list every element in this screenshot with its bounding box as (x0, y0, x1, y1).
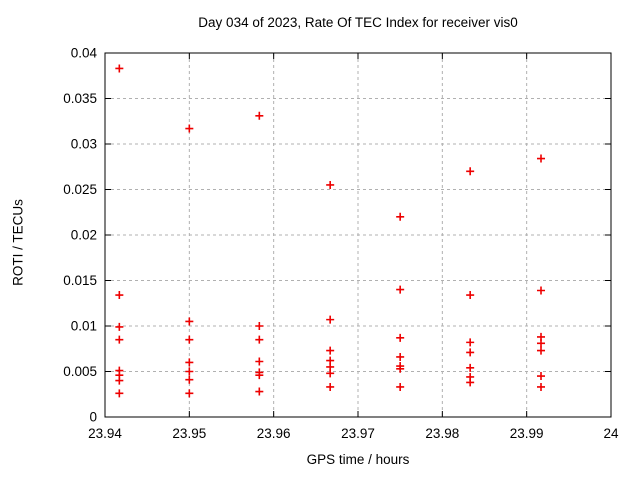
y-tick-label: 0.04 (71, 46, 98, 61)
data-point-marker (326, 315, 335, 324)
data-point-marker (185, 317, 194, 326)
data-point-marker (326, 346, 335, 355)
y-tick-label: 0.035 (63, 91, 97, 106)
data-point-marker (396, 333, 405, 342)
data-point-marker (396, 382, 405, 391)
data-point-marker (255, 357, 264, 366)
data-point-marker (537, 372, 546, 381)
x-tick-label: 23.95 (172, 426, 206, 441)
x-axis-label: GPS time / hours (306, 452, 410, 467)
data-point-marker (185, 367, 194, 376)
data-point-marker (255, 111, 264, 120)
data-point-marker (185, 335, 194, 344)
data-point-marker (396, 212, 405, 221)
data-point-marker (255, 371, 264, 380)
data-point-marker (466, 338, 475, 347)
plot-border (104, 52, 612, 418)
x-tick-label: 23.94 (88, 426, 122, 441)
data-point-marker (185, 375, 194, 384)
y-tick-label: 0.03 (71, 137, 97, 152)
y-tick-label: 0.02 (71, 228, 97, 243)
data-point-marker (185, 358, 194, 367)
data-point-marker (326, 369, 335, 378)
y-tick-label: 0.025 (63, 182, 97, 197)
data-point-marker (115, 322, 124, 331)
data-point-marker (396, 364, 405, 373)
data-point-marker (466, 348, 475, 357)
data-point-marker (115, 335, 124, 344)
y-tick-label: 0.005 (63, 364, 97, 379)
data-point-marker (255, 322, 264, 330)
data-point-marker (537, 339, 546, 348)
data-point-marker (537, 154, 546, 163)
data-point-marker (255, 387, 264, 396)
data-point-marker (255, 335, 264, 344)
data-point-marker (466, 167, 475, 176)
data-point-marker (326, 180, 335, 189)
y-tick-label: 0.01 (71, 319, 97, 334)
data-point-marker (185, 389, 194, 398)
data-point-marker (466, 291, 475, 300)
x-tick-label: 24 (603, 426, 619, 441)
data-point-marker (115, 389, 124, 398)
x-tick-label: 23.97 (341, 426, 375, 441)
data-point-marker (537, 346, 546, 355)
data-point-marker (115, 64, 124, 73)
data-point-marker (537, 286, 546, 295)
data-point-marker (396, 285, 405, 294)
data-point-marker (115, 376, 124, 385)
y-axis-label: ROTI / TECUs (10, 199, 26, 286)
chart-title: Day 034 of 2023, Rate Of TEC Index for r… (198, 15, 518, 30)
y-tick-label: 0.015 (63, 273, 97, 288)
x-tick-label: 23.96 (257, 426, 291, 441)
x-tick-label: 23.98 (425, 426, 459, 441)
data-point-marker (185, 124, 194, 133)
x-tick-label: 23.99 (510, 426, 544, 441)
data-point-marker (466, 378, 475, 387)
data-point-marker (537, 382, 546, 391)
data-point-marker (115, 291, 124, 300)
y-tick-label: 0 (89, 410, 97, 425)
data-point-marker (326, 382, 335, 391)
data-point-marker (466, 363, 475, 372)
data-point-marker (396, 352, 405, 361)
